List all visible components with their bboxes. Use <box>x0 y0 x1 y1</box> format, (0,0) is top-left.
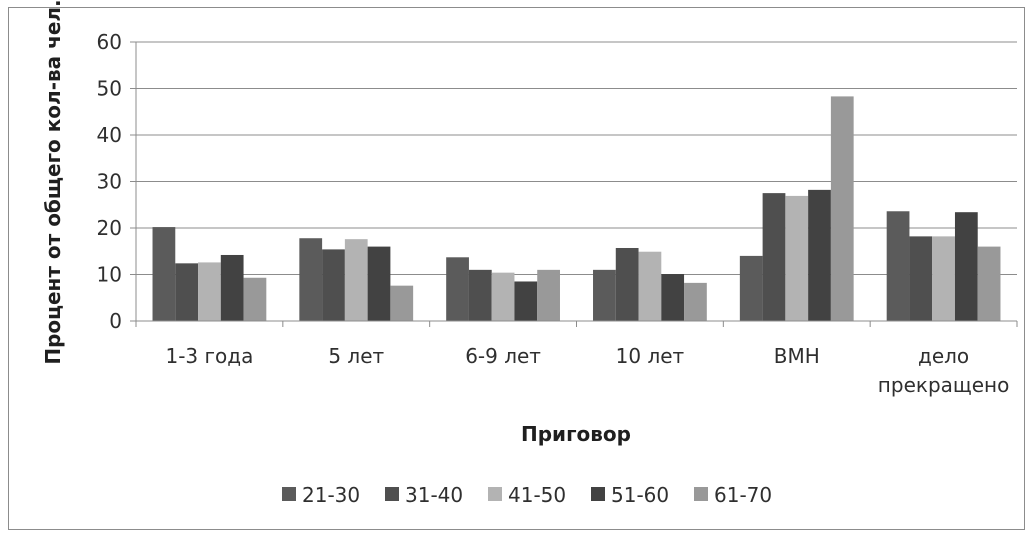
bar-21-30-cat-2 <box>446 257 469 321</box>
bar-31-40-cat-1 <box>322 249 345 321</box>
legend-swatch-51-60 <box>591 487 605 501</box>
bar-51-60-cat-1 <box>367 246 391 321</box>
bar-31-40-cat-5 <box>909 236 933 321</box>
x-axis-title: Приговор <box>521 422 631 446</box>
bar-31-40-cat-2 <box>468 269 492 321</box>
y-tick-label: 50 <box>97 77 122 101</box>
bar-41-50-cat-0 <box>198 262 221 321</box>
x-tick-label: ВМН <box>774 344 820 368</box>
bar-41-50-cat-3 <box>638 251 662 321</box>
y-tick-label: 30 <box>97 170 122 194</box>
legend-label: 21-30 <box>302 483 360 507</box>
bar-31-40-cat-0 <box>175 263 199 321</box>
y-tick-label: 40 <box>97 123 122 147</box>
legend-swatch-31-40 <box>385 487 399 501</box>
bar-41-50-cat-1 <box>344 239 368 321</box>
x-tick-label: 10 лет <box>616 344 685 368</box>
bar-51-60-cat-3 <box>661 274 685 321</box>
bar-51-60-cat-5 <box>954 212 978 321</box>
legend-swatch-41-50 <box>488 487 502 501</box>
bar-31-40-cat-4 <box>762 193 786 321</box>
bar-51-60-cat-0 <box>220 254 244 321</box>
legend-label: 51-60 <box>611 483 669 507</box>
bar-41-50-cat-2 <box>491 272 515 321</box>
y-axis-title: Процент от общего кол-ва чел. <box>41 0 65 365</box>
bar-21-30-cat-3 <box>593 269 616 321</box>
y-tick-labels: 0 10 20 30 40 50 60 <box>97 30 122 333</box>
x-tick-label: прекращено <box>878 373 1010 397</box>
y-tick-label: 10 <box>97 263 122 287</box>
y-tick-label: 20 <box>97 216 122 240</box>
bar-61-70-cat-5 <box>977 246 1001 321</box>
legend: 21-30 31-40 41-50 51-60 61-70 <box>282 483 772 507</box>
x-tick-label: дело <box>918 344 969 368</box>
bar-61-70-cat-1 <box>390 285 414 321</box>
bar-51-60-cat-4 <box>808 189 831 321</box>
bar-21-30-cat-0 <box>152 227 176 321</box>
bar-51-60-cat-2 <box>514 281 538 321</box>
y-tick-label: 60 <box>97 30 122 54</box>
bar-41-50-cat-5 <box>932 236 955 321</box>
bar-21-30-cat-1 <box>299 238 323 321</box>
bar-21-30-cat-5 <box>886 211 910 321</box>
y-tick-label: 0 <box>109 309 122 333</box>
x-tick-label: 5 лет <box>328 344 384 368</box>
legend-label: 41-50 <box>508 483 566 507</box>
x-tick-label: 1-3 года <box>165 344 253 368</box>
legend-swatch-61-70 <box>694 487 708 501</box>
x-tick-label: 6-9 лет <box>465 344 541 368</box>
chart-frame <box>8 7 1025 530</box>
axes <box>135 42 1017 322</box>
x-tick-labels: 1-3 года 5 лет 6-9 лет 10 лет ВМН дело прекращ… <box>165 344 1009 397</box>
bar-61-70-cat-3 <box>684 282 707 321</box>
bar-31-40-cat-3 <box>615 247 639 321</box>
gridlines <box>130 41 1018 327</box>
bar-41-50-cat-4 <box>785 195 809 321</box>
legend-label: 31-40 <box>405 483 463 507</box>
legend-label: 61-70 <box>714 483 772 507</box>
legend-swatch-21-30 <box>282 487 296 501</box>
bar-61-70-cat-4 <box>830 96 854 321</box>
bar-61-70-cat-2 <box>537 269 560 321</box>
bar-61-70-cat-0 <box>243 277 267 321</box>
bar-21-30-cat-4 <box>739 255 763 321</box>
bars <box>152 96 1001 321</box>
